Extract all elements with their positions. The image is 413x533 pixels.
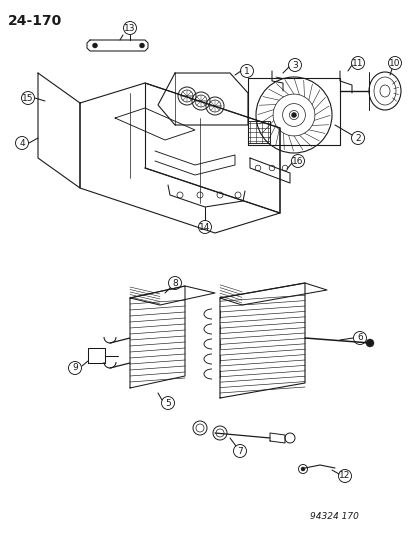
Circle shape — [291, 112, 296, 117]
Text: 7: 7 — [237, 447, 242, 456]
Text: 12: 12 — [339, 472, 350, 481]
Text: 16: 16 — [292, 157, 303, 166]
Text: 15: 15 — [22, 93, 34, 102]
Text: 8: 8 — [172, 279, 178, 287]
Text: 1: 1 — [244, 67, 249, 76]
Text: 9: 9 — [72, 364, 78, 373]
Circle shape — [139, 43, 144, 48]
Text: 10: 10 — [388, 59, 400, 68]
Text: 6: 6 — [356, 334, 362, 343]
Text: 3: 3 — [292, 61, 297, 69]
Text: 14: 14 — [199, 222, 210, 231]
Text: 2: 2 — [354, 133, 360, 142]
Text: 13: 13 — [124, 23, 135, 33]
Circle shape — [365, 339, 373, 347]
Text: 4: 4 — [19, 139, 25, 148]
Text: 94324 170: 94324 170 — [309, 512, 358, 521]
Text: 24-170: 24-170 — [8, 14, 62, 28]
Text: 5: 5 — [165, 399, 171, 408]
Circle shape — [300, 467, 304, 471]
Text: 11: 11 — [351, 59, 363, 68]
Circle shape — [92, 43, 97, 48]
